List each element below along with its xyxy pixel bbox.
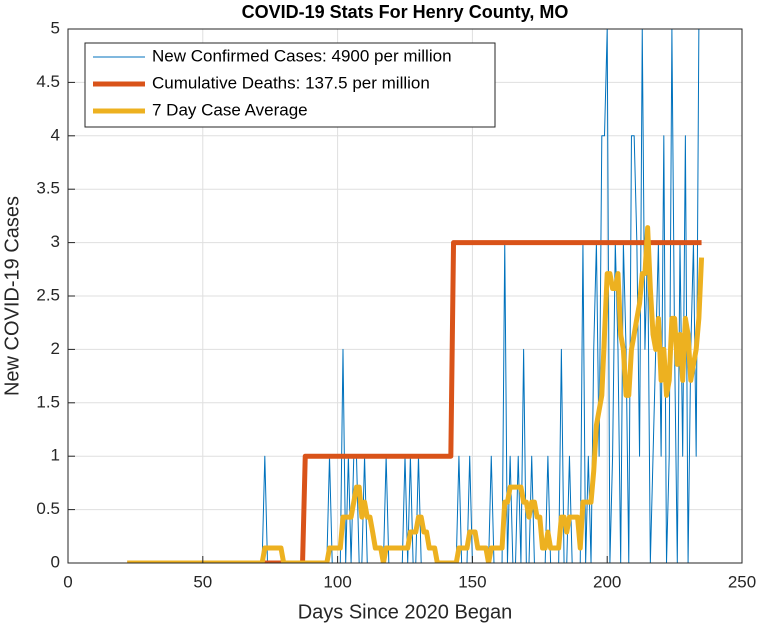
y-tick-label: 4.5 xyxy=(36,72,60,91)
y-tick-label: 0 xyxy=(51,552,60,571)
y-tick-label: 5 xyxy=(51,18,60,37)
ticks: 0 50 100 150 200 250 0 0.5 1 1.5 2 2.5 3 3.5 4 4.5 5 xyxy=(36,18,756,591)
x-tick-label: 0 xyxy=(63,572,72,591)
chart-title: COVID-19 Stats For Henry County, MO xyxy=(242,2,569,22)
legend-label: 7 Day Case Average xyxy=(152,100,308,119)
x-axis-label: Days Since 2020 Began xyxy=(298,601,513,623)
x-tick-label: 200 xyxy=(593,572,621,591)
series-line xyxy=(127,240,702,563)
y-tick-label: 4 xyxy=(51,125,60,144)
y-axis-label: New COVID-19 Cases xyxy=(1,196,23,396)
y-tick-label: 1 xyxy=(51,446,60,465)
x-tick-label: 150 xyxy=(458,572,486,591)
series-line xyxy=(127,29,702,563)
y-tick-label: 3 xyxy=(51,232,60,251)
x-tick-label: 50 xyxy=(193,572,212,591)
y-tick-label: 1.5 xyxy=(36,392,60,411)
lines xyxy=(127,29,705,563)
legend-label: Cumulative Deaths: 137.5 per million xyxy=(152,73,430,92)
y-tick-label: 3.5 xyxy=(36,179,60,198)
legend: New Confirmed Cases: 4900 per million Cum… xyxy=(84,42,496,128)
x-tick-label: 100 xyxy=(323,572,351,591)
y-tick-label: 2 xyxy=(51,339,60,358)
legend-label: New Confirmed Cases: 4900 per million xyxy=(152,46,452,65)
y-tick-label: 0.5 xyxy=(36,499,60,518)
series-line xyxy=(127,225,705,563)
x-tick-label: 250 xyxy=(728,572,756,591)
y-tick-label: 2.5 xyxy=(36,285,60,304)
legend-box xyxy=(84,42,496,128)
